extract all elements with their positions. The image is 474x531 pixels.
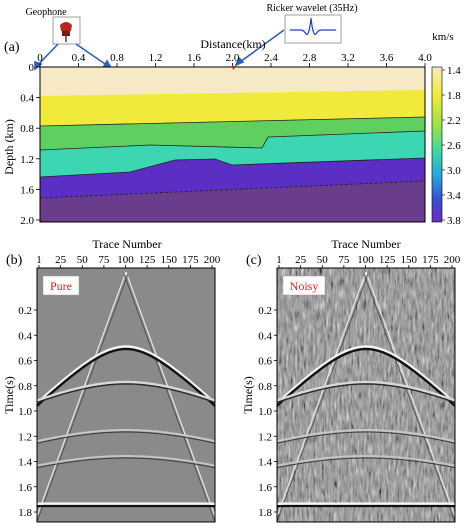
- colorbar-tick-label: 3.8: [447, 215, 461, 227]
- x-tick-label: 0: [37, 52, 43, 64]
- panel-a-x-ticks: 0 0.4 0.8 1.2 1.6 2.0 2.4 2.8 3.2 3.6 4.0: [37, 52, 432, 67]
- x-tick-label: 75: [338, 254, 350, 266]
- colorbar-unit: km/s: [432, 31, 453, 43]
- y-tick-label: 1.2: [18, 431, 32, 443]
- y-tick-label: 0.4: [18, 330, 32, 342]
- y-tick-label: 1.6: [18, 482, 32, 494]
- colorbar-tick-label: 2.6: [447, 140, 461, 152]
- panel-a-label: (a): [4, 40, 20, 55]
- x-tick-label: 125: [139, 254, 156, 266]
- x-tick-label: 3.2: [341, 52, 355, 64]
- panel-c-ylabel: Time(s): [241, 376, 255, 414]
- panel-c-y-ticks: 0.2 0.4 0.6 0.8 1.0 1.2 1.4 1.6 1.8: [258, 305, 277, 519]
- x-tick-label: 1.6: [187, 52, 201, 64]
- panel-b-xlabel: Trace Number: [92, 237, 161, 251]
- geophone-title: Geophone: [25, 7, 67, 18]
- colorbar-tick-label: 3.4: [447, 190, 461, 202]
- y-tick-label: 0.6: [18, 356, 32, 368]
- y-tick-label: 0.6: [258, 356, 272, 368]
- x-tick-label: 25: [295, 254, 307, 266]
- x-tick-label: 1.2: [149, 52, 163, 64]
- panel-b-label: (b): [6, 253, 23, 268]
- x-tick-label: 2.8: [303, 52, 317, 64]
- y-tick-label: 0.2: [258, 305, 272, 317]
- panel-c-tag: Noisy: [290, 279, 319, 293]
- ricker-wavelet-icon: [285, 15, 341, 43]
- y-tick-label: 1.4: [258, 457, 272, 469]
- x-tick-label: 50: [77, 254, 89, 266]
- x-tick-label: 25: [55, 254, 67, 266]
- x-tick-label: 150: [161, 254, 178, 266]
- y-tick-label: 0.8: [258, 381, 272, 393]
- x-tick-label: 100: [357, 254, 374, 266]
- colorbar-tick-label: 2.2: [447, 115, 461, 127]
- x-tick-label: 125: [379, 254, 396, 266]
- y-tick-label: 1.2: [20, 154, 34, 166]
- y-tick-label: 0.4: [258, 330, 272, 342]
- x-tick-label: 200: [204, 254, 221, 266]
- colorbar: [432, 67, 442, 222]
- x-tick-label: 3.6: [380, 52, 394, 64]
- panel-c-seismogram: [272, 268, 460, 526]
- geophone-icon: [53, 17, 80, 44]
- y-tick-label: 2.0: [20, 215, 34, 227]
- x-tick-label: 1: [276, 254, 282, 266]
- velocity-model: [40, 66, 425, 222]
- x-tick-label: 0.8: [110, 52, 124, 64]
- colorbar-tick-label: 1.8: [447, 90, 461, 102]
- wavelet-title: Ricker wavelet (35Hz): [266, 3, 357, 14]
- x-tick-label: 50: [317, 254, 329, 266]
- colorbar-tick-label: 1.4: [447, 65, 461, 77]
- y-tick-label: 1.0: [258, 406, 272, 418]
- x-tick-label: 0.4: [72, 52, 86, 64]
- panel-a-y-ticks: 0 0.4 0.8 1.2 1.6 2.0: [20, 62, 40, 227]
- panel-a-xlabel: Distance(km): [200, 37, 265, 51]
- x-tick-label: 2.0: [226, 52, 240, 64]
- x-tick-label: 75: [98, 254, 110, 266]
- y-tick-label: 0: [29, 62, 35, 74]
- colorbar-ticks: 1.4 1.8 2.2 2.6 3.0 3.4 3.8: [442, 65, 461, 227]
- y-tick-label: 1.8: [18, 507, 32, 519]
- y-tick-label: 1.2: [258, 431, 272, 443]
- panel-b-seismogram: [32, 268, 220, 526]
- x-tick-label: 200: [444, 254, 461, 266]
- x-tick-label: 175: [182, 254, 199, 266]
- y-tick-label: 0.4: [20, 93, 34, 105]
- colorbar-tick-label: 3.0: [447, 165, 461, 177]
- panel-a-ylabel: Depth (km): [2, 119, 16, 175]
- y-tick-label: 1.6: [20, 184, 34, 196]
- y-tick-label: 1.4: [18, 457, 32, 469]
- y-tick-label: 0.8: [20, 123, 34, 135]
- x-tick-label: 150: [401, 254, 418, 266]
- y-tick-label: 1.6: [258, 482, 272, 494]
- panel-b-tag: Pure: [50, 279, 72, 293]
- panel-c-xlabel: Trace Number: [331, 237, 400, 251]
- x-tick-label: 175: [422, 254, 439, 266]
- panel-b-y-ticks: 0.2 0.4 0.6 0.8 1.0 1.2 1.4 1.6 1.8: [18, 305, 37, 519]
- x-tick-label: 100: [117, 254, 134, 266]
- x-tick-label: 4.0: [418, 52, 432, 64]
- y-tick-label: 1.8: [258, 507, 272, 519]
- y-tick-label: 1.0: [18, 406, 32, 418]
- panel-b-ylabel: Time(s): [2, 376, 16, 414]
- x-tick-label: 1: [36, 254, 42, 266]
- y-tick-label: 0.8: [18, 381, 32, 393]
- y-tick-label: 0.2: [18, 305, 32, 317]
- panel-c-label: (c): [246, 253, 262, 268]
- x-tick-label: 2.4: [264, 52, 278, 64]
